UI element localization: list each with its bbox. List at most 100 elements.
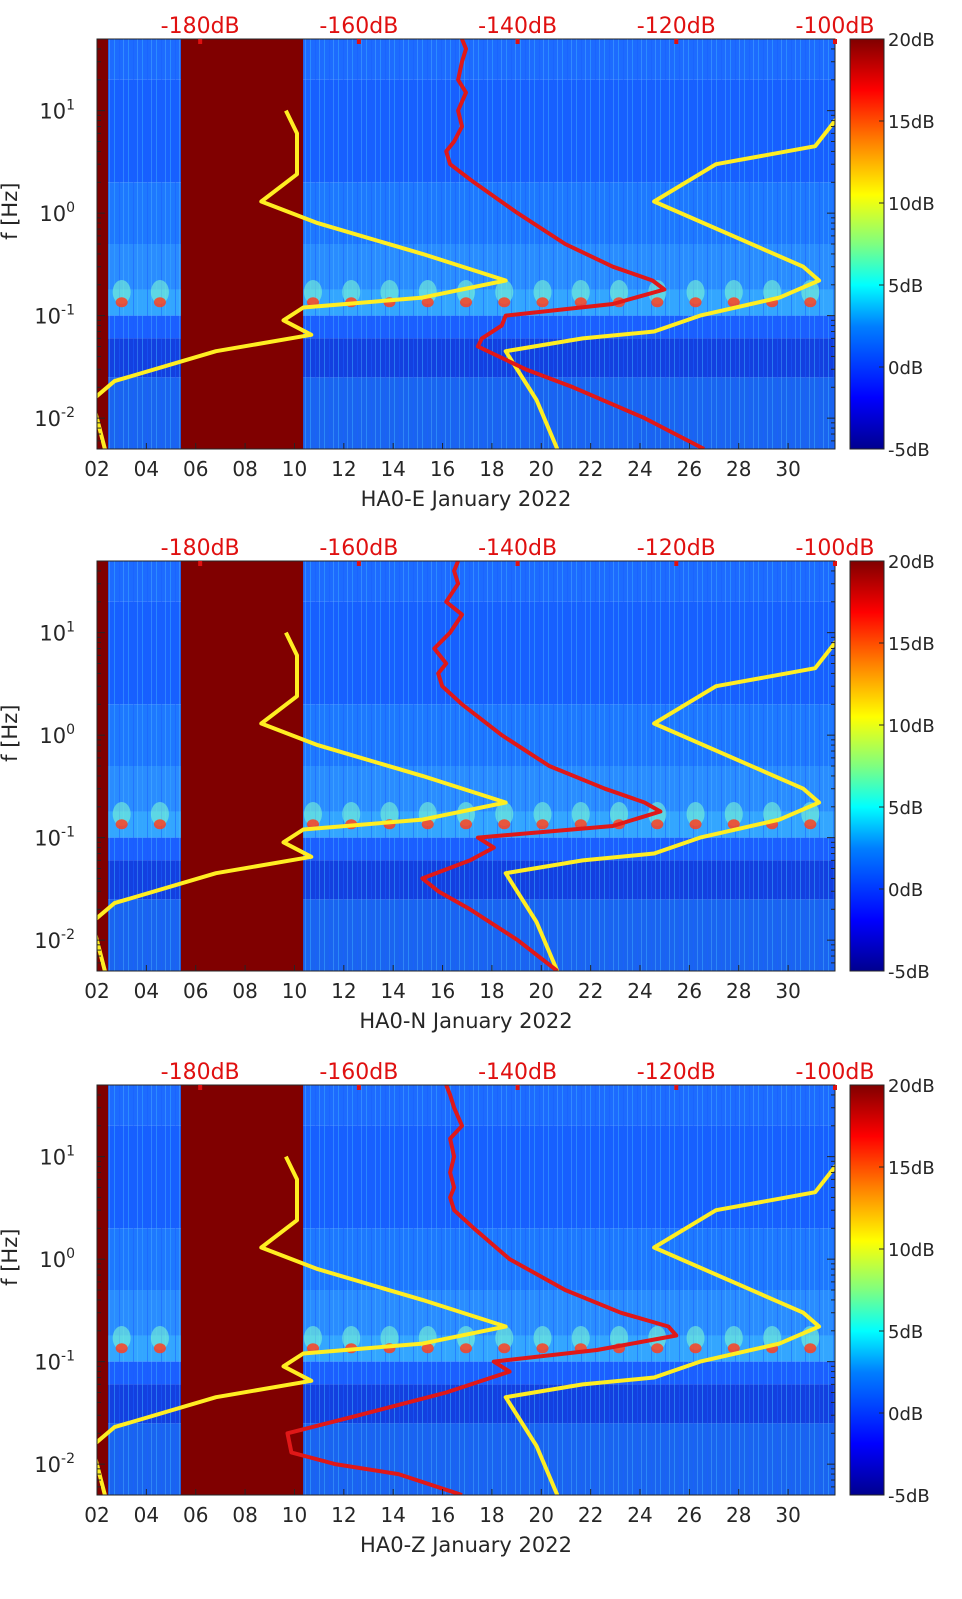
top-axis-tick-label: -120dB <box>637 14 716 39</box>
psd-line <box>420 561 663 971</box>
spectral-peak-core <box>727 1343 740 1354</box>
x-tick-label: 26 <box>677 1503 702 1527</box>
x-axis-label: HA0-Z January 2022 <box>360 1533 572 1557</box>
y-tick-base: 10 <box>39 1248 66 1272</box>
x-tick-label: 24 <box>627 979 652 1003</box>
x-tick-label: 26 <box>677 457 702 481</box>
x-tick-label: 28 <box>726 457 751 481</box>
top-axis-tick-label: -120dB <box>637 1060 716 1085</box>
x-tick-label: 02 <box>84 1503 109 1527</box>
y-axis-label: f [Hz] <box>0 183 22 240</box>
colorbar <box>849 38 885 450</box>
colorbar-tick-label: 0dB <box>888 1404 923 1425</box>
colorbar-tick-label: 20dB <box>888 1076 935 1097</box>
data-gap-block <box>180 39 304 449</box>
y-tick-label: 101 <box>39 620 75 646</box>
top-axis-tick-label: -100dB <box>796 536 875 561</box>
top-axis-tick <box>198 1085 203 1090</box>
noise-model-high-line <box>503 1163 835 1495</box>
x-tick-label: 10 <box>282 979 307 1003</box>
spectral-peak <box>571 802 590 827</box>
colorbar <box>849 560 885 972</box>
x-tick-label: 20 <box>529 457 554 481</box>
x-tick-label: 30 <box>775 1503 800 1527</box>
series-lines <box>97 1085 835 1495</box>
x-tick-label: 30 <box>775 457 800 481</box>
noise-model-low-line <box>97 1155 508 1495</box>
spectral-peak <box>533 802 552 827</box>
y-tick-base: 10 <box>34 929 61 953</box>
spectral-peak-core <box>498 297 511 308</box>
spectral-peak <box>724 1326 743 1351</box>
spectral-peak <box>495 802 514 827</box>
top-axis-tick <box>356 561 361 566</box>
y-tick-exponent: -2 <box>61 927 75 943</box>
top-axis-tick <box>833 39 837 44</box>
spectral-peak <box>112 802 131 827</box>
spectral-peak <box>150 280 169 305</box>
spectral-peak <box>686 1326 705 1351</box>
series-lines <box>97 561 835 971</box>
spectral-peak-core <box>689 297 702 308</box>
y-axis-label: f [Hz] <box>0 1229 22 1286</box>
x-tick-label: 22 <box>578 979 603 1003</box>
spectral-peak <box>495 1326 514 1351</box>
x-tick-label: 08 <box>232 979 257 1003</box>
y-tick-label: 10-2 <box>34 1451 75 1477</box>
colorbar-tick-label: -5dB <box>888 962 930 983</box>
colorbar-tick-label: 10dB <box>888 716 935 737</box>
y-tick-label: 101 <box>39 1144 75 1170</box>
y-tick-exponent: -1 <box>61 303 75 319</box>
x-tick-label: 24 <box>627 1503 652 1527</box>
x-tick-label: 16 <box>430 979 455 1003</box>
spectral-peak-core <box>804 819 817 830</box>
x-tick-label: 04 <box>134 1503 159 1527</box>
y-tick-exponent: 1 <box>66 98 75 114</box>
y-tick-label: 100 <box>39 722 75 748</box>
x-axis-label: HA0-N January 2022 <box>359 1009 572 1033</box>
x-tick-label: 10 <box>282 457 307 481</box>
spectral-peak-core <box>651 1343 664 1354</box>
colorbar-tick-label: 5dB <box>888 1322 923 1343</box>
spectral-peak-core <box>460 297 472 308</box>
spectral-peak <box>724 802 743 827</box>
x-tick-label: 12 <box>331 979 356 1003</box>
y-tick-base: 10 <box>34 1453 61 1477</box>
noise-model-high-line <box>503 117 835 449</box>
spectral-peak <box>150 802 169 827</box>
spectral-peak-core <box>689 819 702 830</box>
colorbar-tick-label: 15dB <box>888 112 935 133</box>
top-axis-tick-label: -120dB <box>637 536 716 561</box>
y-axis-label: f [Hz] <box>0 705 22 762</box>
y-tick-base: 10 <box>34 305 61 329</box>
x-tick-label: 04 <box>134 979 159 1003</box>
colorbar-tick-label: 0dB <box>888 358 923 379</box>
x-tick-label: 22 <box>578 1503 603 1527</box>
spectral-peak-core <box>115 819 128 830</box>
spectrogram <box>97 561 835 971</box>
colorbar-tick-label: 20dB <box>888 30 935 51</box>
y-tick-base: 10 <box>34 1351 61 1375</box>
y-tick-base: 10 <box>39 1146 66 1170</box>
top-axis-tick-label: -180dB <box>161 1060 240 1085</box>
top-axis-tick <box>198 561 203 566</box>
x-tick-label: 16 <box>430 1503 455 1527</box>
psd-line <box>444 39 706 449</box>
top-axis-tick <box>833 1085 837 1090</box>
spectral-peak <box>303 280 322 305</box>
top-axis-tick-label: -100dB <box>796 1060 875 1085</box>
x-tick-label: 18 <box>479 979 504 1003</box>
spectral-peak-core <box>651 297 664 308</box>
y-tick-label: 10-1 <box>34 303 75 329</box>
spectrogram <box>97 1085 835 1495</box>
top-axis-tick-label: -160dB <box>319 14 398 39</box>
x-tick-label: 14 <box>380 457 405 481</box>
data-gap-block <box>97 561 109 971</box>
noise-model-high-line <box>503 639 835 971</box>
y-tick-base: 10 <box>39 622 66 646</box>
colorbar <box>849 1084 885 1496</box>
y-tick-base: 10 <box>34 827 61 851</box>
y-tick-base: 10 <box>39 724 66 748</box>
x-tick-label: 20 <box>529 979 554 1003</box>
